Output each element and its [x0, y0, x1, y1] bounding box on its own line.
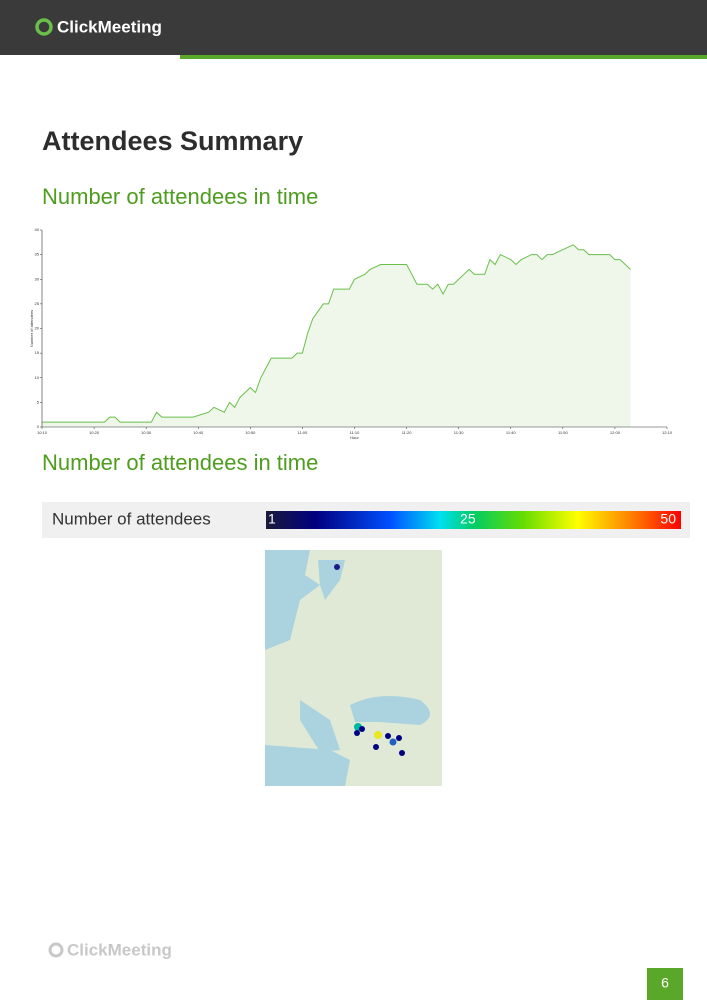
colorbar: [266, 511, 681, 529]
area: [42, 244, 631, 427]
map: [265, 550, 442, 786]
colorbar-label: Number of attendees: [52, 509, 211, 528]
map-dot: [373, 744, 379, 750]
map-sea: [300, 700, 340, 752]
y-tick-label: 35: [35, 252, 40, 257]
logo: ClickMeeting: [57, 17, 162, 36]
x-tick-label: 11:00: [298, 430, 308, 435]
colorbar-tick-label: 25: [460, 511, 476, 527]
y-tick-label: 5: [37, 399, 40, 404]
map-sea: [265, 745, 350, 786]
line: [42, 244, 631, 423]
x-tick-label: 11:50: [558, 430, 568, 435]
chart: 0 5 10 15 20 25 30 35 40 10:10 10:20 10:30 10:40 10:5…: [29, 227, 673, 440]
map-dot: [354, 730, 360, 736]
map-dot: [389, 738, 397, 746]
x-tick-label: 11:20: [402, 430, 412, 435]
map-sea: [350, 696, 430, 725]
map-dot: [374, 731, 382, 739]
x-tick-label: 12:10: [662, 430, 673, 435]
page-title: Attendees Summary: [42, 126, 303, 156]
footer-logo: ClickMeeting: [67, 940, 172, 959]
map-sea: [318, 560, 345, 600]
y-tick-label: 30: [35, 276, 40, 281]
colorbar-tick-label: 1: [268, 511, 276, 527]
x-axis-label: Hour: [350, 435, 359, 440]
y-tick-label: 10: [35, 375, 40, 380]
map-dot: [385, 733, 391, 739]
y-tick-label: 15: [35, 350, 40, 355]
map-sea: [265, 550, 320, 650]
y-tick-label: 0: [37, 424, 40, 429]
x-tick-label: 10:40: [193, 430, 204, 435]
map-dot: [399, 750, 405, 756]
page-number-box: [647, 968, 683, 1000]
x-tick-label: 10:10: [37, 430, 48, 435]
x-tick-label: 10:20: [89, 430, 100, 435]
x-tick-label: 11:30: [454, 430, 464, 435]
colorbar-tick-label: 50: [660, 511, 676, 527]
map-dot: [359, 726, 365, 732]
x-tick-label: 10:30: [141, 430, 152, 435]
page-number: 6: [661, 975, 669, 991]
colorbar-ticks: 1 25 50: [268, 511, 676, 527]
x-tick-label: 10:50: [245, 430, 256, 435]
section-heading: Number of attendees in time: [42, 184, 318, 209]
x-tick-label: 11:10: [350, 430, 360, 435]
y-tick-label: 40: [35, 227, 40, 232]
header-bar: [0, 0, 707, 55]
x-tick-label: 11:40: [506, 430, 516, 435]
header-accent: [180, 55, 707, 59]
x-tick-label: 12:00: [610, 430, 621, 435]
y-tick-label: 25: [35, 301, 40, 306]
section-heading: Number of attendees in time: [42, 450, 318, 475]
map-dot: [334, 564, 340, 570]
map-dot: [396, 735, 402, 741]
y-tick-label: 20: [35, 326, 40, 331]
logo-icon: [35, 18, 53, 36]
footer-logo-icon: [48, 942, 64, 958]
y-axis-label: Number of attendees: [29, 310, 34, 347]
